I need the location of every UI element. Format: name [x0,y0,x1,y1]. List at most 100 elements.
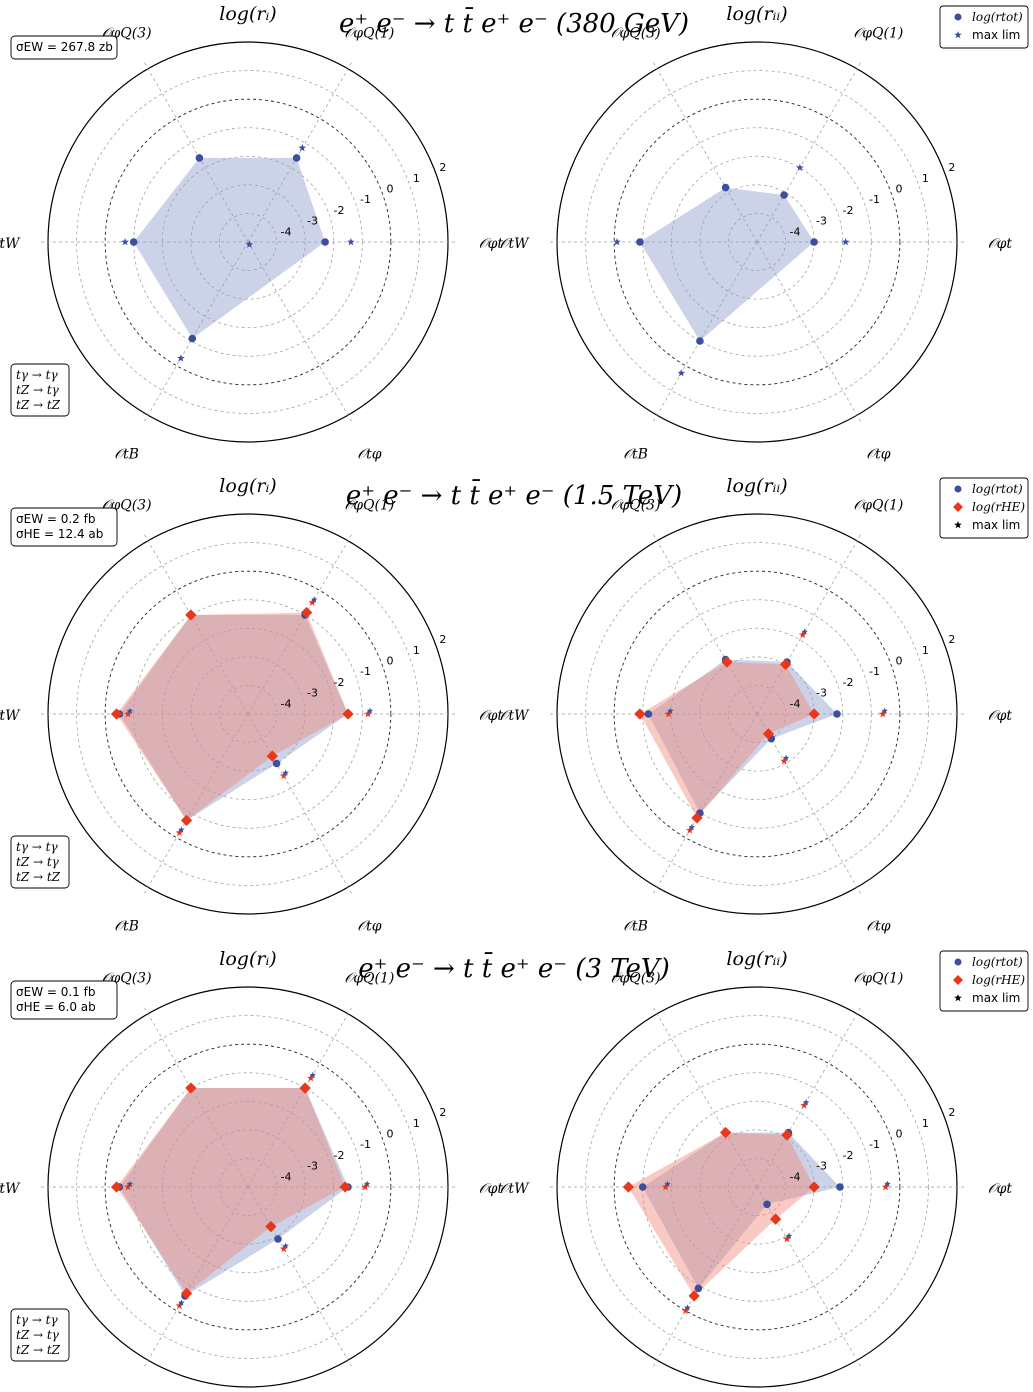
grid-ring [190,656,306,772]
max-lim-point [126,707,134,714]
max-lim-point [308,598,317,606]
radial-tick-label: -2 [843,204,854,217]
axis-label: 𝒪tB [114,918,139,934]
max-lim-point [363,1180,371,1187]
grid-ring [219,685,277,743]
axis-label: 𝒪φt [479,236,504,252]
legend-marker-rtot [954,13,962,21]
cross-section-text: σEW = 267.8 zb [16,40,113,54]
max-lim-point [307,1074,315,1082]
radial-tick-label: -2 [334,676,345,689]
axis-label: 𝒪φt [988,236,1013,252]
max-lim-point [279,771,288,780]
spoke [247,533,353,715]
rhe-point [808,708,820,720]
grid-ring [613,1043,901,1331]
process-text: tγ → tγ [16,1313,59,1327]
max-lim-point [282,769,289,776]
cross-section-text: σHE = 12.4 ab [16,527,103,541]
spoke [143,61,249,243]
legend-label: max lim [972,518,1020,532]
max-lim-point [175,1301,184,1309]
spoke [756,241,862,423]
spoke [756,1006,862,1188]
max-lim-point [785,1232,793,1239]
max-lim-point [796,163,804,171]
rtot-point [721,183,730,192]
radial-tick-label: -3 [816,215,827,228]
spoke [143,241,249,423]
max-lim-point [780,757,788,765]
radial-tick-label: 2 [948,161,955,174]
rhe-point [762,728,775,740]
rtot-point [696,337,704,345]
max-lim-point [684,1304,691,1311]
spoke [143,533,249,715]
grid-ring [104,570,392,858]
process-box [10,363,70,417]
process-text: tγ → tγ [16,368,59,382]
legend-marker-rhe [953,975,963,985]
axis-label: 𝒪tW [0,236,21,252]
cross-section-text: σEW = 0.2 fb [16,512,95,526]
radial-tick-label: -1 [360,193,371,206]
axis-label: 𝒪tφ [866,918,890,934]
legend-marker-rhe [953,502,963,512]
radial-tick-label: 1 [922,644,929,657]
rtot-point [638,1183,647,1191]
axis-label: 𝒪tφ [866,446,890,462]
spoke [247,241,353,423]
legend-label: log(rHE) [972,973,1025,987]
legend-label: max lim [972,28,1020,42]
process-box [10,835,70,889]
radar-panel-right: -4-3-2-1012𝒪φt𝒪φQ(1)𝒪φQ(3)𝒪tW𝒪tB𝒪tφlog(r… [500,948,1013,1392]
grid-ring [728,685,786,743]
rtot-point [195,154,204,162]
panel-title: log(rᵢ) [219,475,276,497]
area-logrtot [648,659,837,813]
legend-marker-rtot [954,958,962,966]
rtot-point [694,1284,703,1293]
radial-tick-label: 1 [922,1117,929,1130]
process-text: tZ → tZ [16,398,61,412]
max-lim-point [802,1098,810,1106]
spoke [652,241,758,423]
max-lim-point [664,1180,671,1187]
max-lim-point [881,1183,890,1191]
process-box [10,1308,70,1362]
radial-tick-label: -3 [816,687,827,700]
axis-label: 𝒪φQ(3) [611,26,661,42]
grid-ring [76,1015,420,1359]
radial-tick-label: 0 [896,1128,903,1141]
radial-tick-label: 2 [439,1106,446,1119]
max-lim-point [121,238,129,246]
cross-section-text: σHE = 6.0 ab [16,1000,96,1014]
radial-tick-label: -1 [869,665,880,678]
axis-label: 𝒪φQ(1) [344,971,394,987]
radial-tick-label: 0 [896,183,903,196]
process-text: tγ → tγ [16,840,59,854]
radial-tick-label: 2 [948,1106,955,1119]
spoke [652,533,758,715]
rhe-point [342,708,354,720]
radial-tick-label: 0 [896,655,903,668]
area-logrhe [639,662,815,818]
legend-label: log(rtot) [972,10,1023,24]
radial-tick-label: 2 [948,633,955,646]
rhe-point [300,606,313,619]
max-lim-point [664,710,673,718]
spoke [143,1006,249,1188]
axis-label: 𝒪φt [988,1181,1013,1197]
axis-label: 𝒪tW [500,1181,530,1197]
radial-tick-label: -3 [307,687,318,700]
area-logrtot [133,157,326,339]
max-lim-point [667,707,674,714]
legend-marker-maxlim [954,31,962,39]
cross-section-box [10,507,118,547]
legend-marker-maxlim [954,994,962,1002]
rtot-point [321,238,329,246]
figure-title: e⁺ e⁻ → t t̄ e⁺ e⁻ (3 TeV) [358,951,670,984]
max-lim-point [801,628,808,635]
max-lim-point [686,826,694,834]
radial-tick-label: -4 [790,697,801,710]
